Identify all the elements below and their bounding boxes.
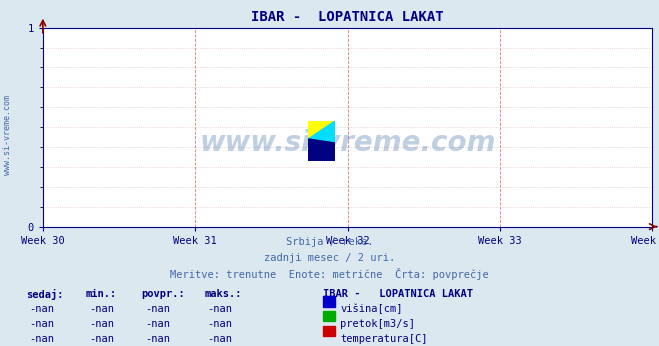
Text: www.si-vreme.com: www.si-vreme.com [200, 129, 496, 157]
Text: -nan: -nan [145, 334, 170, 344]
Title: IBAR -  LOPATNICA LAKAT: IBAR - LOPATNICA LAKAT [251, 10, 444, 24]
Text: -nan: -nan [208, 304, 233, 314]
Text: Meritve: trenutne  Enote: metrične  Črta: povprečje: Meritve: trenutne Enote: metrične Črta: … [170, 268, 489, 280]
Text: -nan: -nan [89, 319, 114, 329]
Text: -nan: -nan [208, 334, 233, 344]
Text: IBAR -   LOPATNICA LAKAT: IBAR - LOPATNICA LAKAT [323, 289, 473, 299]
Text: temperatura[C]: temperatura[C] [340, 334, 428, 344]
Text: zadnji mesec / 2 uri.: zadnji mesec / 2 uri. [264, 253, 395, 263]
Text: -nan: -nan [145, 319, 170, 329]
Text: -nan: -nan [30, 334, 55, 344]
Text: sedaj:: sedaj: [26, 289, 64, 300]
Text: -nan: -nan [30, 304, 55, 314]
Polygon shape [308, 121, 335, 139]
Text: povpr.:: povpr.: [142, 289, 185, 299]
Text: Srbija / reke.: Srbija / reke. [286, 237, 373, 247]
Polygon shape [308, 139, 335, 161]
Text: maks.:: maks.: [204, 289, 242, 299]
Text: -nan: -nan [89, 304, 114, 314]
Text: pretok[m3/s]: pretok[m3/s] [340, 319, 415, 329]
Text: -nan: -nan [145, 304, 170, 314]
Text: -nan: -nan [208, 319, 233, 329]
Polygon shape [308, 121, 335, 143]
Text: -nan: -nan [89, 334, 114, 344]
Text: www.si-vreme.com: www.si-vreme.com [3, 95, 12, 175]
Text: min.:: min.: [86, 289, 117, 299]
Text: -nan: -nan [30, 319, 55, 329]
Text: višina[cm]: višina[cm] [340, 304, 403, 314]
